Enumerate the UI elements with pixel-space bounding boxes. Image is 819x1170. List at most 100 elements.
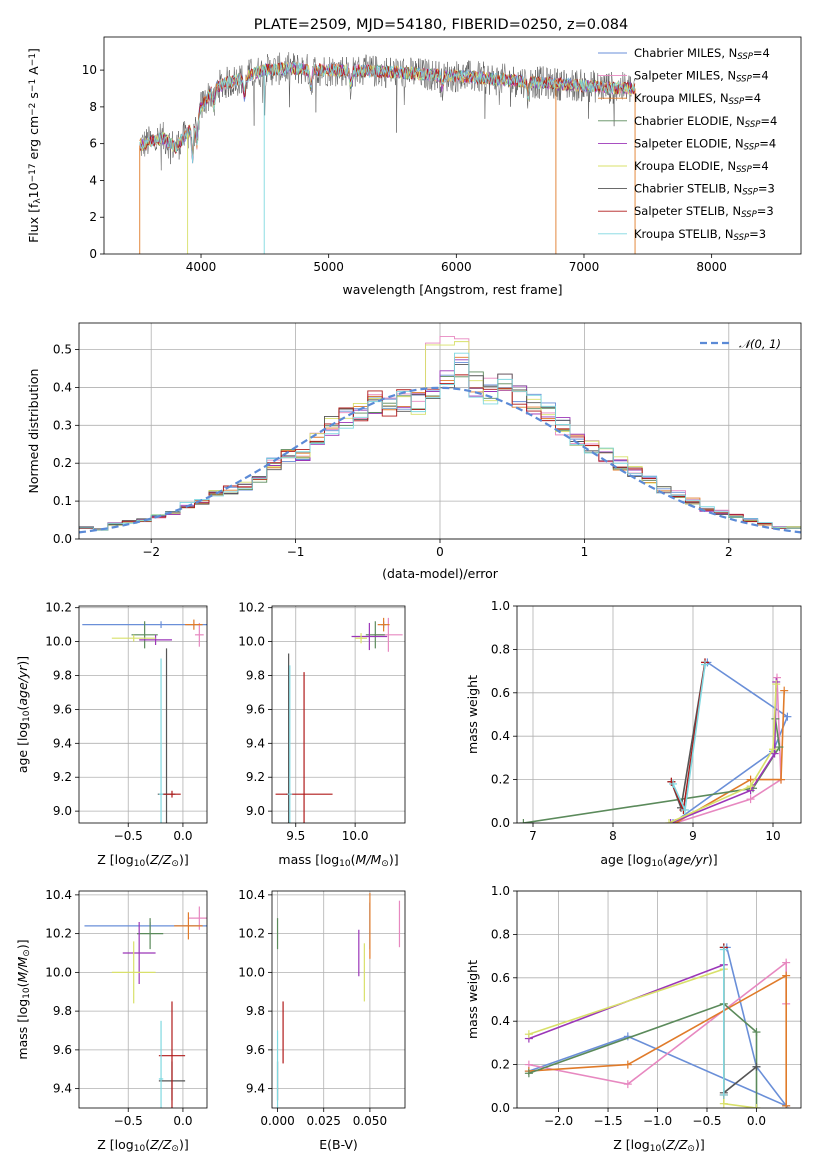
y-tick-label: 0.6 — [491, 686, 510, 700]
x-tick-label: 7000 — [569, 260, 600, 274]
y-tick-label: 9.4 — [53, 1082, 72, 1096]
y-tick-label: 0.0 — [491, 816, 510, 830]
figure-title: PLATE=2509, MJD=54180, FIBERID=0250, z=0… — [254, 17, 628, 33]
y-tick-label: 0 — [89, 247, 97, 261]
weight-line — [528, 974, 788, 1106]
x-axis-label-part: Z [log — [613, 1137, 649, 1152]
x-tick-label: 0.0 — [173, 1114, 192, 1128]
x-tick-label: 9 — [689, 829, 697, 843]
errorbar-series — [276, 892, 401, 1108]
x-tick-label: 0 — [436, 545, 444, 559]
histogram-steps — [79, 341, 801, 530]
legend-entry-main: Salpeter MILES, N — [634, 69, 736, 83]
y-axis-label: Flux [fλ10−17 erg cm−2 s−1 A−1] — [26, 48, 43, 243]
age-vs-mass-panel: 9.5 10.0 9.0 9.2 9.4 9.6 9.8 10.0 10.2 mass [log1… — [238, 601, 406, 869]
legend-entry: Salpeter MILES, NSSP=4 — [634, 69, 769, 85]
legend-entry: Kroupa ELODIE, NSSP=4 — [634, 159, 769, 175]
x-tick-label: −1 — [287, 545, 305, 559]
y-axis-label-part: mass [log — [15, 999, 30, 1060]
x-axis-label: E(B-V) — [319, 1137, 358, 1152]
x-axis-label-part: 10 — [339, 859, 351, 869]
x-axis-label-part: )] — [179, 1137, 189, 1152]
y-tick-label: 9.2 — [246, 770, 265, 784]
mass-weight-vs-metallicity-panel: −2.0 −1.5 −1.0 −0.5 0.0 0.0 0.2 0.4 0.6 0.8 1.0 Z [… — [465, 884, 802, 1154]
x-axis-label-part: 10 — [650, 1144, 662, 1154]
axes-frame — [78, 890, 208, 1109]
residual-histogram-panel: −2 −1 0 1 2 0.0 0.1 0.2 0.3 0.4 0.5 (data-model)/er… — [26, 322, 802, 581]
legend-entry-sub: SSP — [742, 188, 758, 198]
x-tick-label: −1.0 — [643, 1114, 672, 1128]
y-tick-label: 10.0 — [45, 635, 72, 649]
legend-entry-main: Salpeter STELIB, N — [634, 204, 741, 218]
y-axis-label-part: ( — [15, 706, 30, 711]
y-tick-label: 9.8 — [246, 1004, 265, 1018]
y-tick-label: 9.6 — [246, 702, 265, 716]
y-tick-label: 10.0 — [238, 965, 265, 979]
x-axis-label-part: )] — [708, 852, 718, 867]
axes-frame — [516, 605, 802, 824]
x-tick-label: 0.0 — [747, 1114, 766, 1128]
x-axis-label-part: ( — [663, 852, 668, 867]
legend-entry-tail: =3 — [758, 182, 775, 196]
x-tick-label: 0.0 — [173, 829, 192, 843]
legend-entry-tail: =4 — [759, 136, 776, 150]
y-axis-label-part: Flux [f — [26, 203, 41, 243]
x-tick-label: 6000 — [441, 260, 472, 274]
y-tick-label: 10.2 — [45, 601, 72, 615]
weight-series — [519, 714, 784, 823]
x-tick-label: 10.0 — [342, 829, 369, 843]
legend-entry: Salpeter ELODIE, NSSP=4 — [634, 136, 776, 152]
y-tick-label: 9.0 — [53, 804, 72, 818]
legend-entry-tail: =4 — [752, 159, 769, 173]
x-axis-label-part: )] — [695, 1137, 705, 1152]
x-axis-label-part: Z/Z — [665, 1137, 688, 1152]
y-axis-label-part: age [log — [15, 722, 30, 773]
weight-line — [523, 718, 781, 823]
x-tick-label: 8 — [609, 829, 617, 843]
x-tick-label: 2 — [725, 545, 733, 559]
y-tick-label: 6 — [89, 137, 97, 151]
weight-line — [670, 681, 777, 823]
y-axis-label-part: λ — [33, 198, 43, 204]
x-axis-label: mass [log10(M/M⊙)] — [278, 852, 398, 869]
x-tick-label: 4000 — [186, 260, 217, 274]
y-tick-label: 10.2 — [238, 927, 265, 941]
x-axis-label-part: age [log — [600, 852, 651, 867]
weight-series — [671, 686, 789, 823]
y-tick-label: 2 — [89, 210, 97, 224]
x-tick-label: −1.5 — [593, 1114, 622, 1128]
y-axis-label-part: ] — [26, 48, 41, 53]
weight-line — [672, 664, 706, 813]
y-tick-label: 0.2 — [491, 773, 510, 787]
x-axis-label-part: )] — [389, 852, 399, 867]
legend-entry: Kroupa MILES, NSSP=4 — [634, 91, 761, 107]
weight-series — [719, 943, 761, 1097]
x-tick-label: −2 — [142, 545, 160, 559]
legend-entry-main: Chabrier STELIB, N — [634, 182, 742, 196]
legend-entry: Salpeter STELIB, NSSP=3 — [634, 204, 774, 220]
x-axis-label-part: age/yr — [668, 852, 709, 867]
y-axis-label-part: 10 — [22, 710, 32, 722]
legend-entry-main: Salpeter ELODIE, N — [634, 136, 744, 150]
legend-entry: Chabrier STELIB, NSSP=3 — [634, 182, 775, 198]
x-tick-label: 8000 — [696, 260, 727, 274]
y-axis-label-part: ( — [15, 982, 30, 987]
x-axis-label-part: Z/Z — [149, 1137, 172, 1152]
gaussian-curve — [78, 386, 802, 534]
y-tick-label: 0.4 — [53, 380, 72, 394]
y-tick-label: 0.2 — [491, 1058, 510, 1072]
spectrum-panel: 4000 5000 6000 7000 8000 0 2 4 6 8 10 wavelength [A… — [26, 36, 802, 297]
y-tick-label: 0.4 — [491, 729, 510, 743]
y-axis-label-part: −17 — [28, 163, 38, 182]
x-axis-label-part: ⊙ — [381, 859, 389, 869]
y-axis-label-part: −1 — [28, 79, 38, 92]
x-axis-label: Z [log10(Z/Z⊙)] — [97, 1137, 188, 1154]
legend-entry-sub: SSP — [745, 120, 761, 130]
y-axis-label-part: age/yr — [15, 665, 30, 706]
legend-entry-main: Kroupa MILES, N — [634, 91, 729, 105]
y-tick-label: 9.0 — [246, 804, 265, 818]
x-tick-label: 1 — [581, 545, 589, 559]
y-tick-label: 10.4 — [45, 888, 72, 902]
x-tick-label: −0.5 — [692, 1114, 721, 1128]
